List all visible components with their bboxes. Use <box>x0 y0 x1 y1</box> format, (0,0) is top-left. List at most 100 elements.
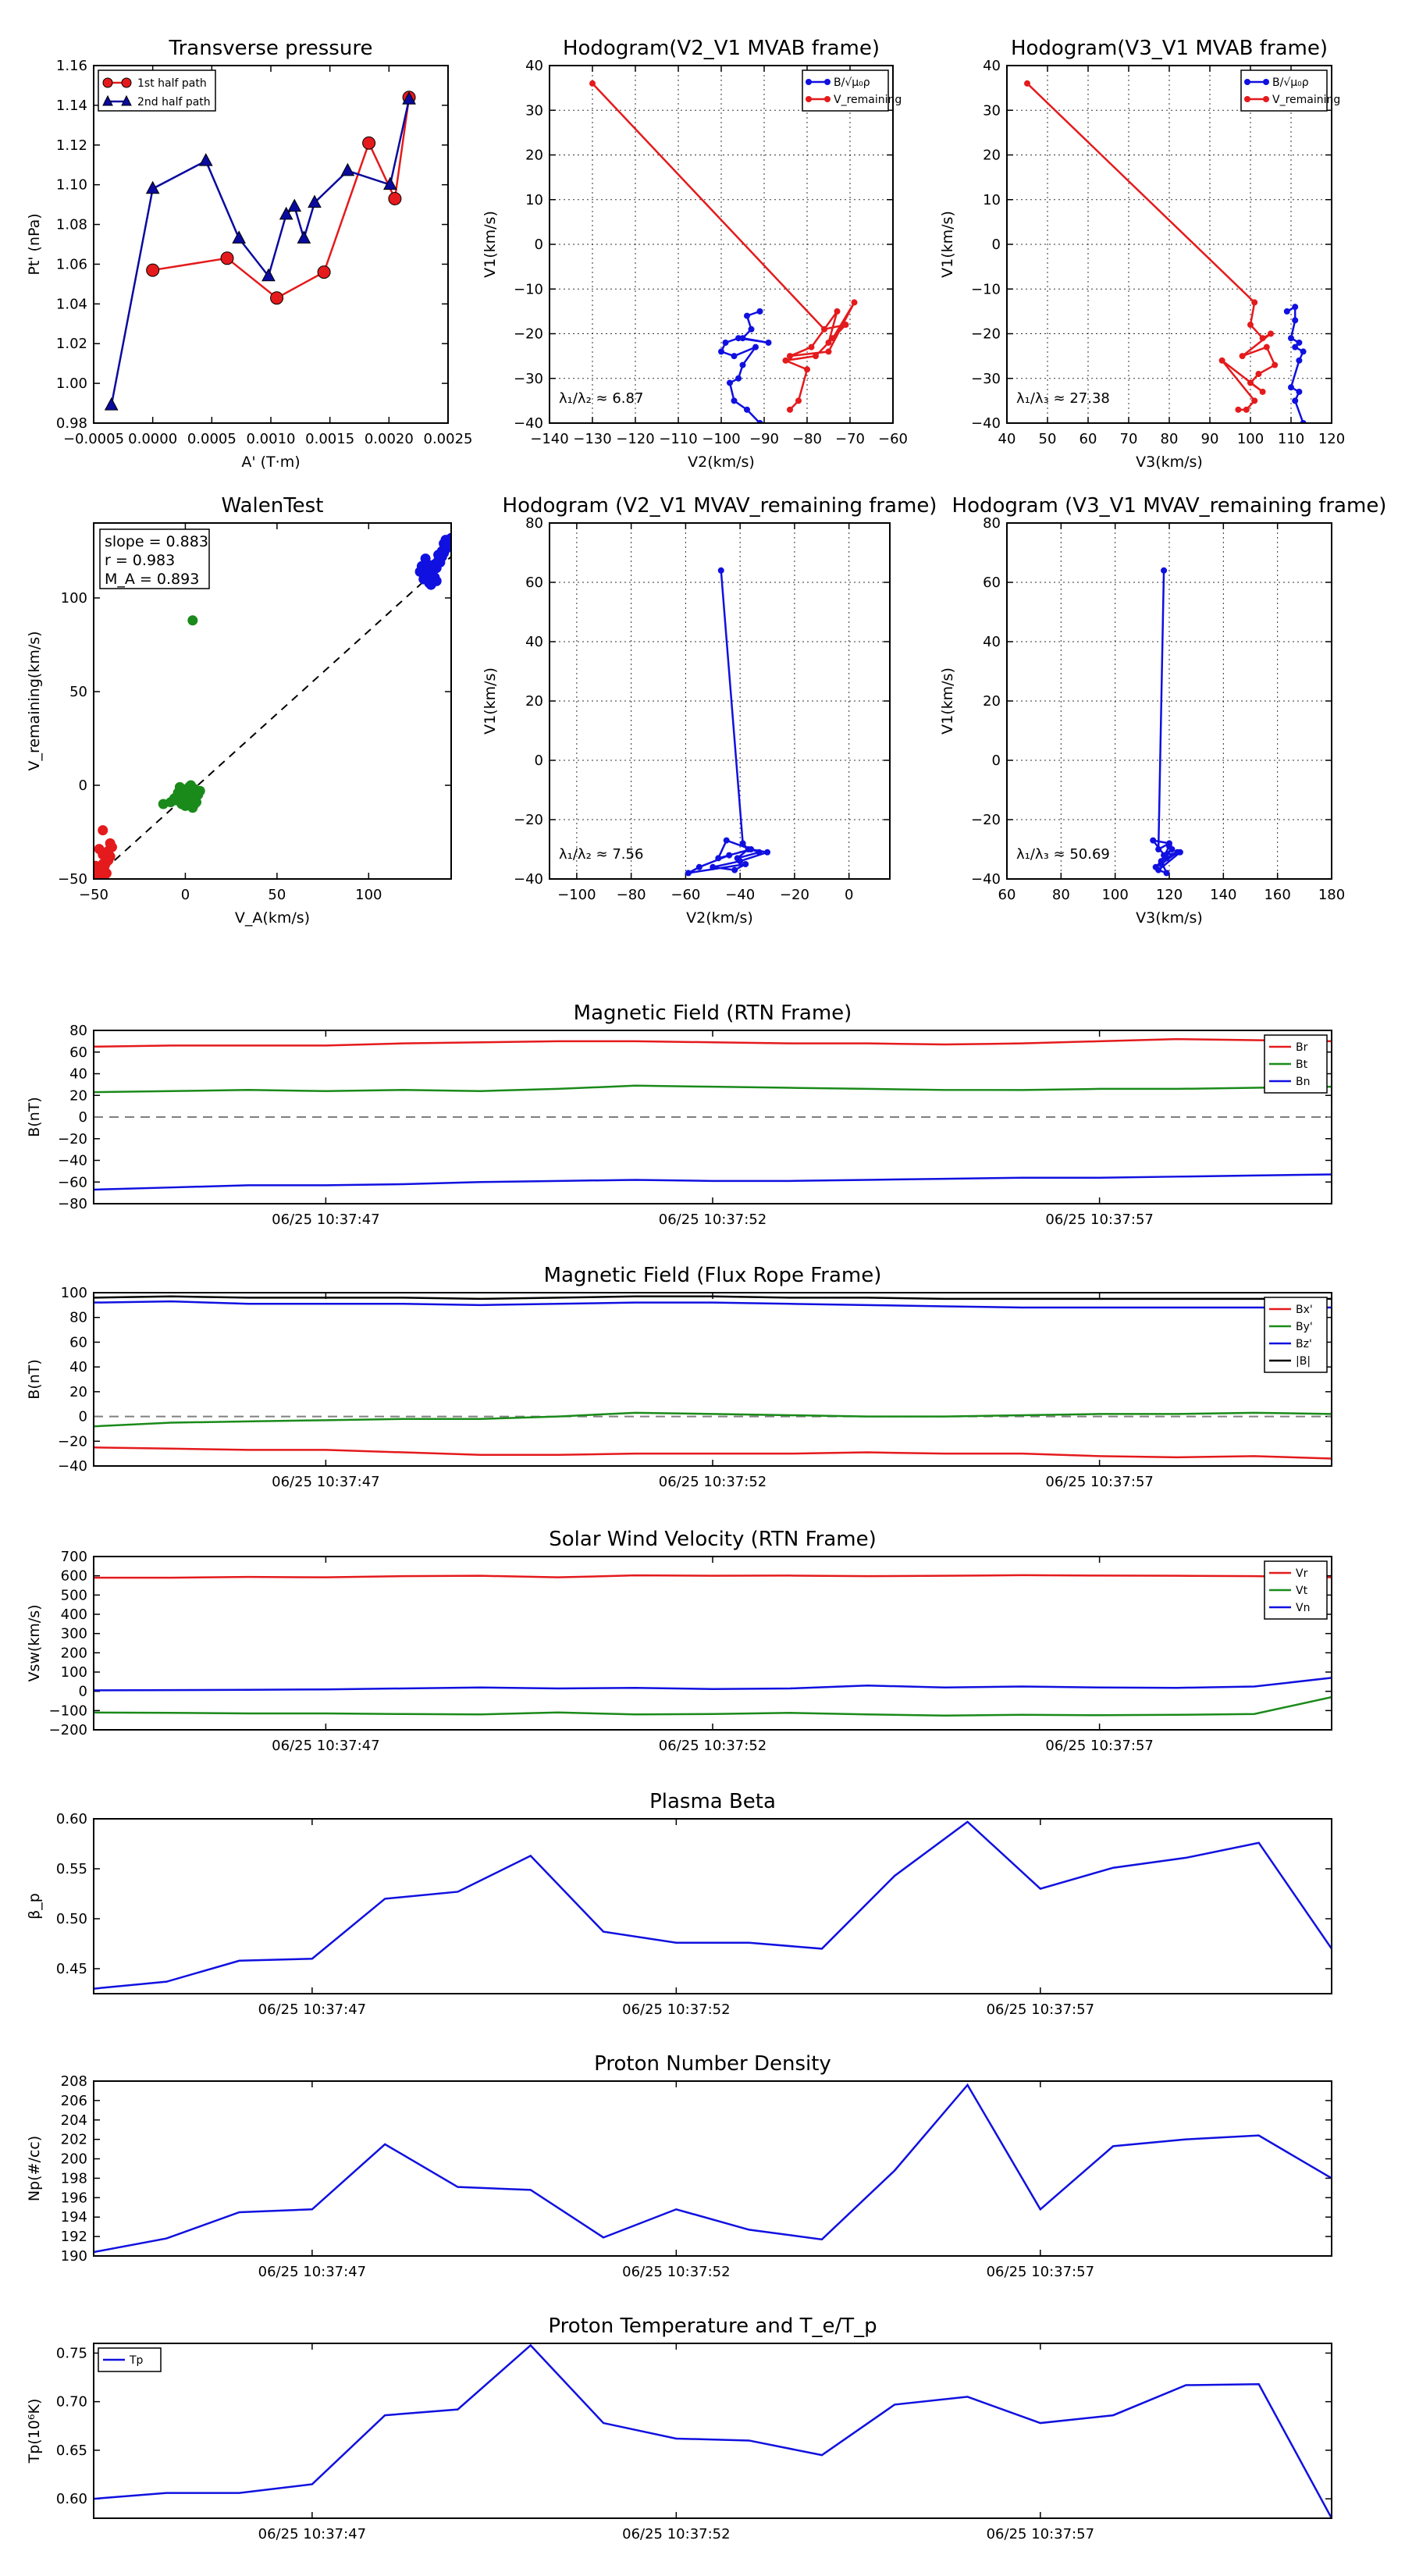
data-point <box>710 863 717 870</box>
data-point <box>739 361 746 368</box>
series-2nd half path <box>104 91 416 411</box>
x-tick-label: 06/25 10:37:52 <box>659 1474 767 1490</box>
ratio-annotation: λ₁/λ₂ ≈ 7.56 <box>559 846 643 863</box>
ratio-annotation: λ₁/λ₂ ≈ 6.87 <box>559 390 643 407</box>
series-Br <box>94 1037 1332 1048</box>
chart-h3: Hodogram (V2_V1 MVAV_remaining frame) −10… <box>482 494 937 927</box>
data-point <box>431 575 442 586</box>
x-tick-label: 06/25 10:37:47 <box>258 2526 366 2542</box>
y-tick-label: 194 <box>61 2209 87 2226</box>
y-tick-label: 100 <box>61 1664 87 1681</box>
series-Vr <box>94 1574 1332 1579</box>
x-tick-label: 110 <box>1278 431 1304 447</box>
legend-label: Vr <box>1296 1567 1308 1580</box>
data-point <box>1239 353 1246 360</box>
data-point <box>1155 846 1162 852</box>
chart-title-h3: Hodogram (V2_V1 MVAV_remaining frame) <box>503 494 937 518</box>
data-point <box>220 251 234 265</box>
x-tick-label: 06/25 10:37:52 <box>622 2001 730 2018</box>
y-tick-label: 20 <box>983 148 1001 164</box>
y-tick-label: −100 <box>49 1703 87 1719</box>
y-tick-label: 0.65 <box>56 2443 87 2459</box>
series-line <box>688 570 768 874</box>
data-point <box>1150 837 1157 844</box>
y-tick-label: 300 <box>61 1626 87 1642</box>
x-tick-label: 06/25 10:37:57 <box>987 2264 1094 2280</box>
y-tick-label: 500 <box>61 1587 87 1603</box>
y-tick-label: 1.10 <box>56 177 87 194</box>
y-tick-label: −40 <box>971 871 1001 888</box>
x-tick-label: 0.0010 <box>247 431 296 447</box>
y-tick-label: −40 <box>514 415 543 432</box>
data-point <box>1218 357 1225 364</box>
y-tick-label: 20 <box>525 148 543 164</box>
y-tick-label: 1.06 <box>56 256 87 272</box>
data-point <box>1235 406 1242 413</box>
y-tick-label: 1.08 <box>56 217 87 233</box>
data-point <box>731 397 738 404</box>
y-tick-label: 0.70 <box>56 2394 87 2411</box>
chart-title-pt: Transverse pressure <box>169 37 373 60</box>
y-tick-label: 0 <box>992 237 1001 253</box>
data-point <box>821 326 827 333</box>
series-Bx' <box>94 1446 1332 1460</box>
series-line <box>94 1446 1332 1460</box>
data-point <box>1251 397 1258 404</box>
y-tick-label: 0.55 <box>56 1861 87 1877</box>
y-tick-label: 208 <box>61 2073 87 2090</box>
data-point <box>1163 870 1170 877</box>
chart-vsw: Solar Wind Velocity (RTN Frame) 06/25 10:… <box>26 1528 1332 1754</box>
legend-label: Tp <box>129 2354 144 2367</box>
series-line <box>1026 82 1276 411</box>
stats-text: slope = 0.883 <box>105 533 208 550</box>
x-tick-label: −40 <box>725 887 755 903</box>
y-tick-label: 40 <box>983 634 1001 650</box>
plot-frame <box>93 522 452 880</box>
data-point <box>1300 348 1307 355</box>
y-tick-label: 190 <box>61 2248 87 2265</box>
chart-h2: Hodogram(V3_V1 MVAB frame) 40 50 60 70 80 90 10… <box>939 37 1345 471</box>
y-tick-label: −20 <box>971 326 1001 343</box>
legend-label: Vt <box>1296 1585 1308 1597</box>
stats-box <box>99 528 210 589</box>
x-tick-label: 120 <box>1156 887 1183 903</box>
x-tick-label: 140 <box>1210 887 1236 903</box>
fit-line <box>93 556 452 881</box>
plot-frame <box>549 65 894 424</box>
legend-marker <box>1263 79 1269 85</box>
series-blue <box>414 532 451 590</box>
plot-frame <box>93 2343 1332 2519</box>
y-tick-label: 30 <box>525 102 543 119</box>
data-point <box>748 846 755 852</box>
x-tick-label: 70 <box>1120 431 1138 447</box>
legend-marker <box>806 79 812 85</box>
chart-pt: Transverse pressure −0.0005 0.0000 0.0005 0.… <box>26 37 472 471</box>
data-point <box>1268 330 1274 337</box>
legend-label: B/√μ₀ρ <box>834 76 870 89</box>
y-tick-label: 20 <box>69 1384 87 1400</box>
data-point <box>726 852 733 859</box>
y-tick-label: 20 <box>983 693 1001 710</box>
x-axis-label: V2(km/s) <box>686 909 753 927</box>
series-line <box>94 1300 1332 1309</box>
data-point <box>842 322 849 329</box>
series-line <box>94 2343 1332 2518</box>
y-tick-label: 192 <box>61 2229 87 2245</box>
x-tick-label: −50 <box>79 887 108 903</box>
legend-label: Br <box>1296 1041 1308 1054</box>
series-Np <box>94 2083 1332 2254</box>
series-Bn <box>94 1173 1332 1191</box>
x-tick-label: −80 <box>792 431 822 447</box>
plot-frame <box>549 522 891 880</box>
series-V <box>1024 80 1279 413</box>
x-tick-label: −100 <box>702 431 740 447</box>
x-axis-label: V2(km/s) <box>688 454 755 471</box>
series-B <box>1283 304 1307 423</box>
series-green <box>158 615 205 813</box>
y-tick-label: −20 <box>514 326 543 343</box>
data-point <box>308 194 322 208</box>
x-tick-label: 50 <box>1039 431 1057 447</box>
x-tick-label: 0.0005 <box>187 431 237 447</box>
data-point <box>146 263 160 277</box>
data-point <box>287 198 302 212</box>
